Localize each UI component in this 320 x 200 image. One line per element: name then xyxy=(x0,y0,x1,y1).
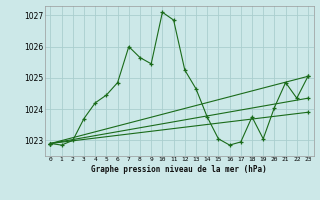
X-axis label: Graphe pression niveau de la mer (hPa): Graphe pression niveau de la mer (hPa) xyxy=(91,165,267,174)
